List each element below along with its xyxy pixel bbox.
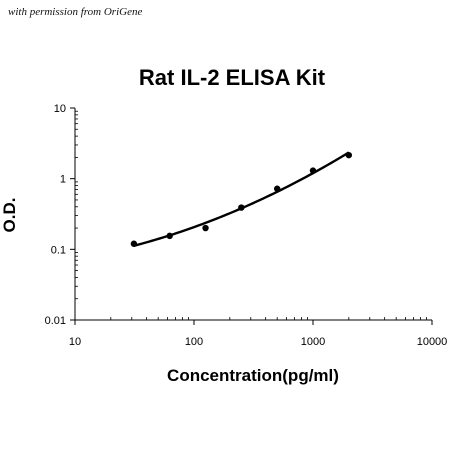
y-tick-label: 10: [54, 103, 66, 115]
x-tick-label: 10: [69, 336, 81, 348]
data-point: [166, 232, 173, 240]
data-point: [273, 185, 281, 192]
x-tick-label: 10000: [417, 336, 448, 348]
fit-curve: [133, 151, 350, 247]
y-tick-label: 1: [60, 174, 66, 186]
data-points: [130, 151, 353, 247]
axes: [74, 108, 432, 321]
data-point: [238, 204, 245, 211]
data-point: [130, 240, 138, 247]
x-tick-label: 100: [185, 336, 203, 348]
ticks: 0.01 0.1 1 10 10 100 1000 10000: [45, 103, 448, 348]
y-tick-label: 0.1: [51, 244, 66, 256]
chart-title: Rat IL-2 ELISA Kit: [139, 65, 326, 90]
credit-text: with permission from OriGene: [8, 6, 143, 18]
x-axis-label: Concentration(pg/ml): [167, 366, 339, 385]
y-tick-label: 0.01: [45, 315, 66, 327]
data-point: [309, 167, 317, 174]
data-point: [202, 224, 209, 232]
y-axis-label: O.D.: [0, 198, 19, 233]
fit-curve-layer: [133, 151, 350, 247]
data-point: [345, 151, 353, 159]
x-tick-label: 1000: [301, 336, 325, 348]
